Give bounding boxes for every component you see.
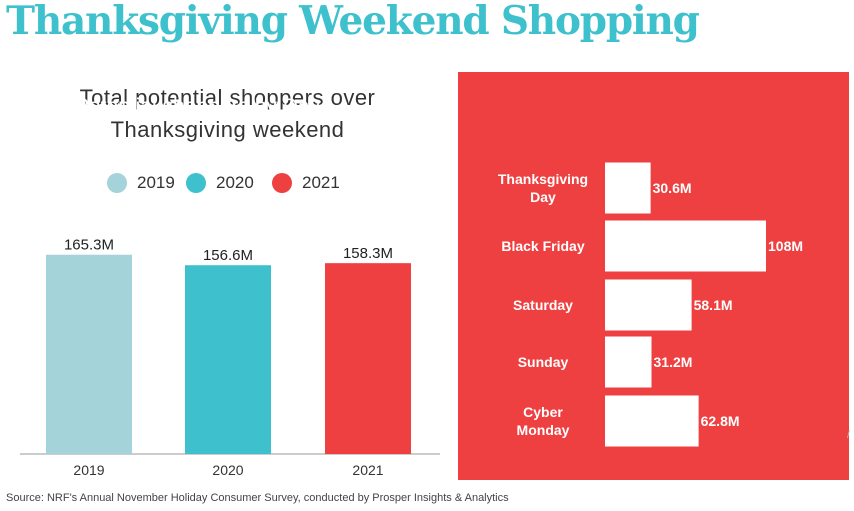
bar-value-label-2021: 158.3M: [343, 245, 393, 262]
left-chart-title: Total potential shoppers over Thanksgivi…: [79, 85, 376, 142]
source-note: Source: NRF's Annual November Holiday Co…: [6, 492, 509, 504]
stray-mark: /: [847, 430, 850, 441]
legend-item-2019: 2019: [107, 169, 175, 197]
hbar-value-label-2: 58.1M: [694, 297, 733, 313]
x-tick-label-2020: 2020: [212, 462, 243, 478]
right-chart-title: Potential shoppers by Day: [74, 95, 321, 118]
bar-value-label-2020: 156.6M: [203, 247, 253, 264]
bar-2021: [325, 263, 411, 454]
hbar-category-label-1: Black Friday: [501, 238, 584, 254]
legend-label-2020: 2020: [216, 173, 254, 192]
hbar-value-label-0: 30.6M: [653, 180, 692, 196]
hbar-value-label-3: 31.2M: [654, 354, 693, 370]
hbar-category-label-0: Thanksgiving Day: [498, 171, 588, 205]
legend-swatch-2019: [107, 173, 127, 193]
legend-item-2020: 2020: [186, 169, 254, 197]
legend-label-2021: 2021: [302, 173, 340, 192]
bar-2019: [46, 254, 132, 454]
bar-value-label-2019: 165.3M: [64, 237, 114, 254]
hbar-category-label-4: Cyber Monday: [517, 404, 570, 438]
x-tick-label-2021: 2021: [352, 462, 383, 478]
legend-label-2019: 2019: [137, 173, 175, 192]
hbar-1: [605, 220, 766, 272]
left-chart-legend: 2019 2020 2021: [0, 169, 460, 197]
hbar-2: [605, 279, 692, 331]
hbar-value-label-1: 108M: [768, 238, 803, 254]
hbar-category-label-2: Saturday: [513, 297, 573, 313]
page-title: Thanksgiving Weekend Shopping: [6, 0, 700, 44]
x-tick-label-2019: 2019: [73, 462, 104, 478]
hbar-category-label-3: Sunday: [518, 354, 569, 370]
right-bar-chart: 30.6M Thanksgiving Day 108M Black Friday 58.1…: [498, 162, 803, 447]
legend-swatch-2021: [272, 173, 292, 193]
hbar-value-label-4: 62.8M: [701, 413, 740, 429]
legend-item-2021: 2021: [272, 169, 340, 197]
hbar-0: [605, 162, 651, 214]
bar-2020: [185, 265, 271, 454]
legend-swatch-2020: [186, 173, 206, 193]
hbar-3: [605, 336, 652, 388]
left-bar-chart: 165.3M 2019 156.6M 2020 158.3M 2021: [20, 237, 440, 478]
hbar-4: [605, 395, 699, 447]
